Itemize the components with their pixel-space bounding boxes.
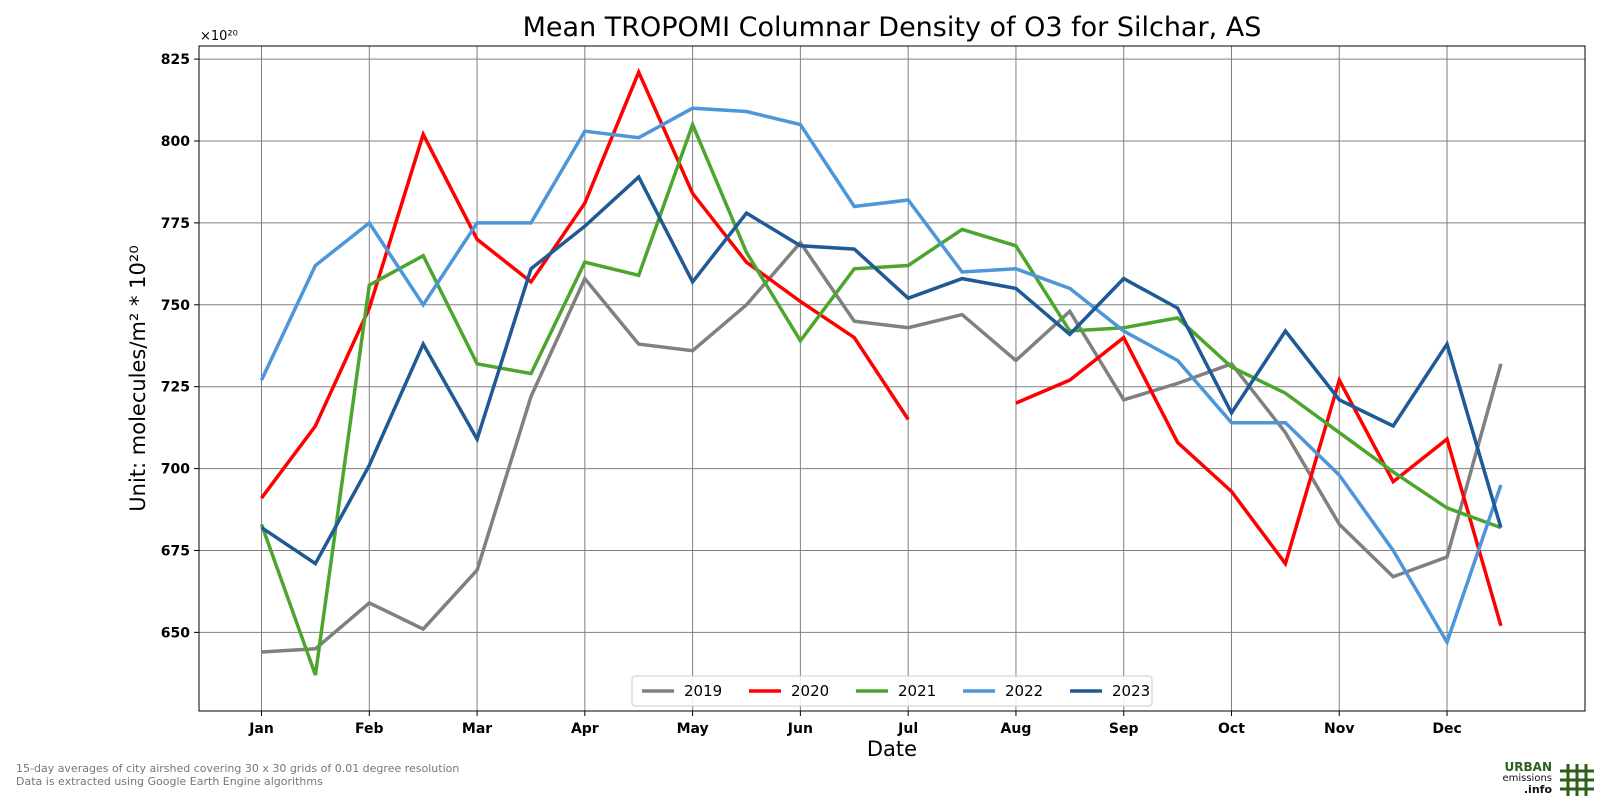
footnote: 15-day averages of city airshed covering… bbox=[16, 762, 459, 788]
legend-label-2020: 2020 bbox=[791, 682, 829, 700]
x-tick-label: Apr bbox=[571, 721, 599, 737]
series-line-2020 bbox=[260, 67, 1503, 627]
legend-box bbox=[631, 675, 1153, 707]
logo-text: URBAN emissions .info bbox=[1502, 760, 1552, 796]
y-tick-label: 650 bbox=[161, 625, 190, 641]
series-line-2022 bbox=[259, 106, 1503, 647]
series-lines bbox=[259, 67, 1503, 676]
x-tick-label: Jan bbox=[248, 721, 274, 737]
series-line-2023 bbox=[260, 174, 1503, 567]
plot-frame bbox=[198, 45, 1586, 712]
x-axis-label: Date bbox=[867, 737, 917, 760]
logo-line-3: .info bbox=[1523, 783, 1552, 796]
legend-label-2021: 2021 bbox=[898, 682, 936, 700]
grid-lines bbox=[199, 46, 1585, 711]
x-tick-label: Dec bbox=[1432, 721, 1461, 737]
x-tick-label: Feb bbox=[355, 721, 384, 737]
y-tick-label: 750 bbox=[161, 298, 190, 314]
x-tick-label: Mar bbox=[462, 721, 492, 737]
axis-ticks: Jan Feb Mar Apr May Jun Jul Aug Sep Oct Nov Dec 650 6… bbox=[161, 52, 1462, 737]
logo-line-2: emissions bbox=[1502, 773, 1552, 784]
chart-title: Mean TROPOMI Columnar Density of O3 for … bbox=[523, 12, 1262, 43]
logo-line-1: URBAN bbox=[1504, 760, 1552, 774]
y-tick-label: 800 bbox=[161, 134, 190, 150]
y-tick-label: 675 bbox=[161, 543, 190, 559]
x-tick-label: Oct bbox=[1218, 721, 1245, 737]
x-tick-label: May bbox=[677, 721, 709, 737]
x-tick-label: Nov bbox=[1324, 721, 1354, 737]
y-tick-label: 725 bbox=[161, 380, 190, 396]
x-tick-label: Jun bbox=[787, 721, 813, 737]
footnote-line-2: Data is extracted using Google Earth Eng… bbox=[16, 775, 323, 788]
x-tick-label: Sep bbox=[1109, 721, 1139, 737]
y-tick-label: 700 bbox=[161, 462, 190, 478]
legend: 2019 2020 2021 2022 2023 bbox=[631, 675, 1153, 707]
legend-label-2019: 2019 bbox=[684, 682, 722, 700]
footnote-line-1: 15-day averages of city airshed covering… bbox=[16, 762, 460, 775]
x-tick-label: Aug bbox=[1001, 721, 1032, 737]
x-tick-label: Jul bbox=[897, 721, 918, 737]
y-tick-label: 825 bbox=[161, 52, 190, 68]
grid-logo-icon bbox=[1560, 764, 1594, 796]
legend-label-2023: 2023 bbox=[1112, 682, 1150, 700]
line-chart: Jan Feb Mar Apr May Jun Jul Aug Sep Oct Nov Dec 650 6… bbox=[126, 12, 1586, 760]
series-line-2019 bbox=[261, 239, 1503, 654]
y-tick-label: 775 bbox=[161, 216, 190, 232]
y-axis-label: Unit: molecules/m² * 10²⁰ bbox=[126, 245, 150, 511]
series-line-2021 bbox=[259, 119, 1502, 676]
urban-emissions-logo: URBAN emissions .info bbox=[1500, 760, 1596, 798]
legend-label-2022: 2022 bbox=[1005, 682, 1043, 700]
y-axis-offset-label: ×10²⁰ bbox=[200, 29, 238, 44]
